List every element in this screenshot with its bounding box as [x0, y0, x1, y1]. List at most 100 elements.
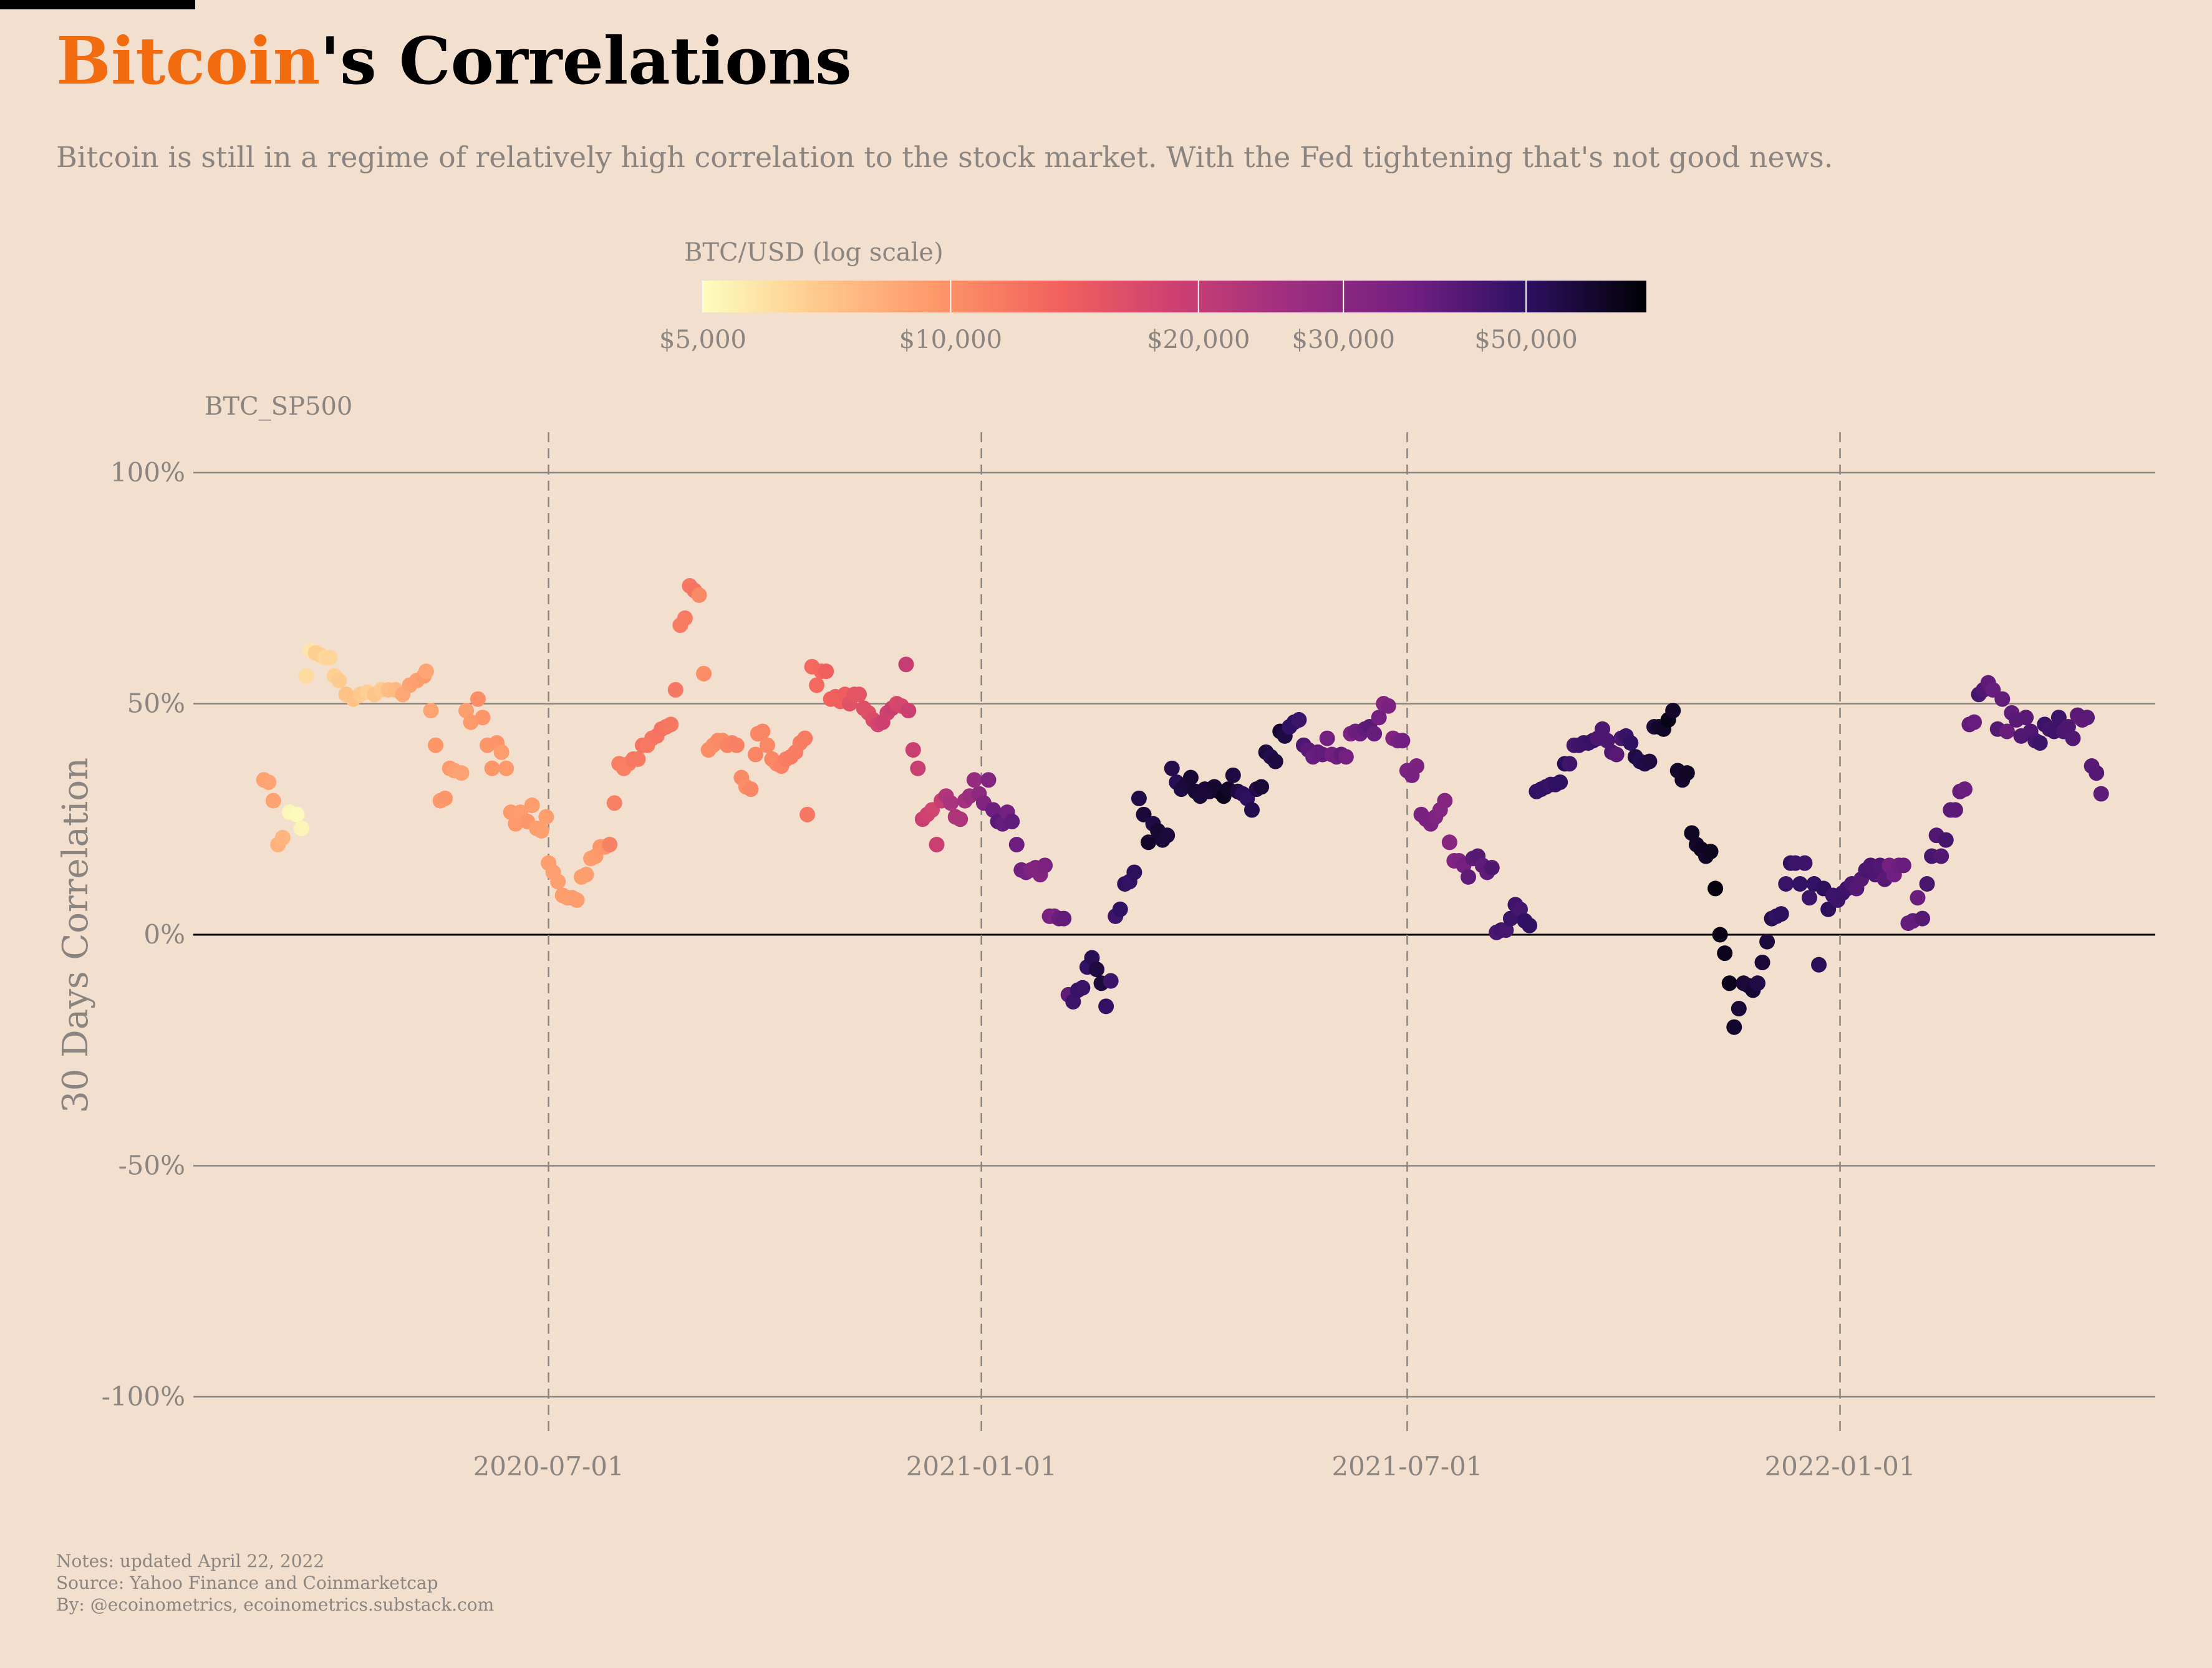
x-tick-label: 2021-07-01	[1331, 1451, 1482, 1482]
data-point	[1380, 698, 1396, 714]
data-point	[2032, 735, 2048, 751]
page-title: Bitcoin's Correlations	[56, 22, 852, 99]
data-point	[475, 710, 491, 726]
y-tick-label: 50%	[127, 688, 185, 719]
data-point	[265, 793, 281, 809]
data-point	[484, 760, 500, 776]
data-point	[1461, 869, 1477, 885]
data-point	[1938, 832, 1954, 848]
data-point	[1037, 857, 1053, 874]
data-point	[1159, 827, 1176, 844]
y-tick-label: 0%	[143, 919, 185, 950]
data-point	[1994, 691, 2011, 707]
data-point	[901, 703, 917, 719]
data-point	[1182, 769, 1199, 786]
data-point	[1004, 813, 1020, 829]
data-point	[630, 751, 646, 767]
data-point	[524, 798, 540, 814]
data-point	[1608, 746, 1625, 763]
x-tick-label: 2021-01-01	[906, 1451, 1057, 1482]
data-point	[1759, 933, 1775, 950]
y-tick-label: -100%	[102, 1381, 185, 1412]
data-point	[322, 649, 338, 665]
data-point	[898, 657, 914, 673]
data-point	[1075, 980, 1091, 996]
data-point	[1112, 901, 1128, 917]
data-point	[533, 822, 549, 839]
data-point	[809, 677, 825, 693]
y-axis-title: 30 Days Correlation	[56, 758, 96, 1113]
data-point	[1008, 837, 1025, 853]
data-point	[569, 892, 585, 908]
data-point	[929, 837, 945, 853]
legend-tick-label: $5,000	[659, 325, 746, 354]
data-point	[261, 774, 277, 790]
data-point	[743, 781, 759, 798]
data-point	[818, 663, 834, 680]
legend-tick-label: $20,000	[1147, 325, 1250, 354]
data-point	[331, 672, 347, 688]
data-point	[1750, 975, 1766, 991]
data-point	[728, 737, 745, 753]
data-point	[755, 723, 771, 740]
data-point	[1131, 790, 1147, 806]
data-point	[1754, 954, 1770, 970]
data-point	[1409, 758, 1425, 774]
top-accent-bar	[0, 0, 195, 9]
data-point	[1792, 875, 1808, 892]
data-point	[1437, 793, 1453, 809]
data-point	[418, 663, 434, 680]
data-point	[1522, 917, 1538, 933]
data-point	[1966, 714, 1983, 730]
data-point	[498, 760, 514, 776]
data-point	[759, 737, 775, 753]
data-point	[437, 790, 453, 806]
series-label: BTC_SP500	[205, 392, 352, 421]
data-point	[1712, 927, 1728, 943]
data-point	[952, 811, 968, 827]
x-tick-label: 2022-01-01	[1764, 1451, 1915, 1482]
legend-title: BTC/USD (log scale)	[684, 238, 944, 267]
data-point	[1291, 711, 1307, 728]
notes: Notes: updated April 22, 2022 Source: Ya…	[56, 1550, 494, 1616]
data-point	[1665, 703, 1681, 719]
data-point	[1056, 910, 1072, 927]
data-point	[1484, 860, 1500, 876]
data-point	[1956, 781, 1973, 798]
data-point	[602, 837, 618, 853]
subtitle: Bitcoin is still in a regime of relative…	[56, 140, 1833, 174]
data-point	[1371, 710, 1387, 726]
legend-tick-label: $50,000	[1474, 325, 1577, 354]
data-point	[1778, 875, 1794, 892]
data-point	[470, 691, 486, 707]
data-point	[1707, 880, 1724, 897]
data-point	[748, 746, 764, 763]
data-point	[1319, 730, 1335, 746]
data-point	[298, 668, 314, 684]
data-point	[1919, 875, 1935, 892]
data-point	[797, 730, 813, 746]
x-tick-label: 2020-07-01	[473, 1451, 624, 1482]
data-point	[1103, 973, 1119, 989]
data-point	[799, 806, 816, 822]
data-point	[1366, 726, 1383, 742]
notes-author: By: @ecoinometrics, ecoinometrics.substa…	[56, 1594, 495, 1615]
data-point	[1910, 890, 1926, 906]
data-point	[1641, 753, 1658, 769]
data-point	[493, 744, 510, 760]
data-point	[1141, 834, 1157, 851]
data-point	[1164, 760, 1180, 776]
data-point	[428, 737, 444, 753]
data-point	[1267, 753, 1283, 769]
data-point	[1394, 733, 1411, 749]
data-point	[691, 587, 707, 603]
data-point	[2018, 710, 2034, 726]
notes-updated: Notes: updated April 22, 2022	[56, 1551, 325, 1571]
data-point	[1801, 890, 1817, 906]
data-point	[1811, 957, 1827, 973]
data-point	[274, 829, 291, 846]
data-point	[1915, 910, 1931, 927]
data-point	[1731, 1001, 1747, 1017]
data-point	[453, 765, 470, 781]
